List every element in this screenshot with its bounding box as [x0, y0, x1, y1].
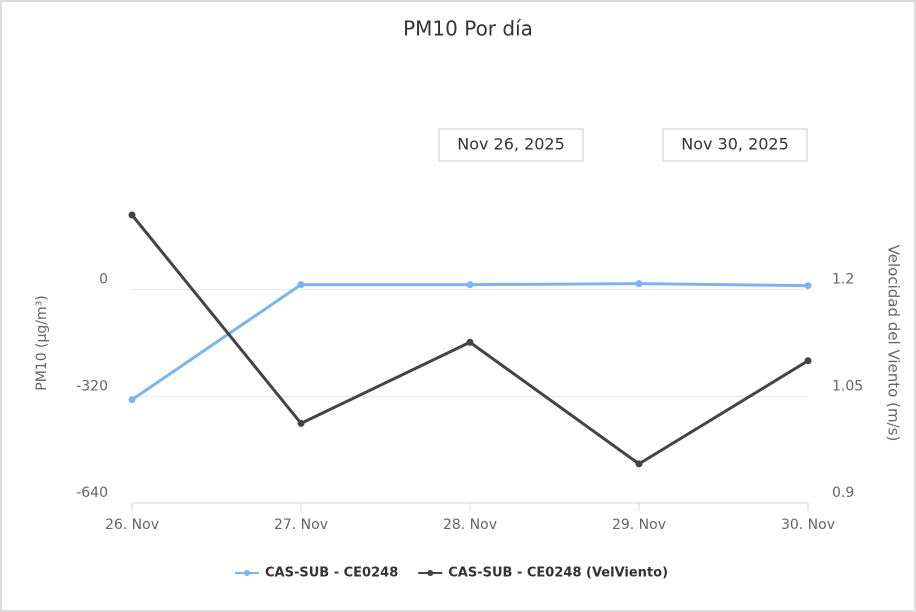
- y-tick-label: -640: [76, 485, 108, 501]
- point: [128, 211, 136, 219]
- point: [128, 396, 136, 404]
- legend-marker: [427, 570, 434, 576]
- point: [297, 281, 305, 289]
- x-tick-label: 27. Nov: [274, 517, 328, 533]
- point: [635, 280, 643, 288]
- point: [635, 460, 643, 468]
- legend-marker: [244, 570, 250, 576]
- range-to-box[interactable]: [662, 128, 808, 162]
- y-tick-label: 0: [99, 272, 108, 288]
- x-tick-label: 28. Nov: [443, 517, 497, 533]
- point: [804, 357, 812, 365]
- point: [466, 338, 474, 346]
- y2-tick-label: 1.2: [832, 272, 854, 288]
- legend-label: CAS-SUB - CE0248: [265, 566, 398, 581]
- range-to[interactable]: Nov 30, 2025: [681, 135, 789, 154]
- x-tick-label: 30. Nov: [781, 517, 835, 533]
- range-from[interactable]: Nov 26, 2025: [457, 135, 565, 154]
- point: [297, 419, 305, 427]
- point: [466, 281, 474, 289]
- y2-tick-label: 1.05: [832, 378, 863, 394]
- y-tick-label: -320: [76, 378, 108, 394]
- chart-title: PM10 Por día: [403, 17, 533, 41]
- legend-label: CAS-SUB - CE0248 (VelViento): [448, 566, 668, 581]
- point: [804, 282, 812, 290]
- y2-axis-title: Velocidad del Viento (m/s): [885, 245, 903, 442]
- range-from-box[interactable]: [438, 128, 584, 162]
- x-tick-label: 26. Nov: [105, 517, 159, 533]
- y-axis-title: PM10 (µg/m³): [34, 295, 50, 390]
- y2-tick-label: 0.9: [832, 485, 854, 501]
- x-tick-label: 29. Nov: [612, 517, 666, 533]
